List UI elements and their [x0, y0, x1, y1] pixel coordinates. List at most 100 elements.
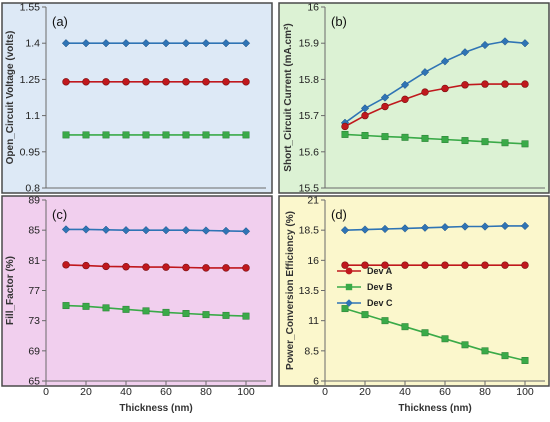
data-point [341, 305, 349, 313]
x-tick-label: 80 [200, 386, 212, 398]
legend-marker [345, 267, 353, 275]
series-line [66, 228, 247, 233]
data-point [121, 226, 131, 235]
y-tick-label: 15.9 [299, 38, 320, 50]
data-point [461, 137, 469, 145]
data-point [401, 261, 409, 269]
series-line [65, 304, 247, 317]
data-point [122, 78, 130, 86]
data-point [401, 323, 409, 331]
data-point [181, 39, 191, 48]
y-tick-label: 81 [28, 255, 40, 267]
data-point [380, 224, 390, 234]
data-point [381, 102, 389, 111]
data-point [440, 57, 450, 66]
data-point [62, 131, 70, 139]
data-point [421, 88, 429, 96]
data-point [441, 261, 449, 269]
data-point [361, 261, 369, 269]
data-point [501, 80, 509, 88]
data-point [61, 39, 71, 48]
data-point [201, 39, 211, 48]
data-point [400, 80, 410, 89]
y-tick-label: 65 [28, 376, 40, 388]
y-tick-label: 1.1 [25, 110, 40, 122]
x-axis-label: Thickness (nm) [119, 403, 192, 414]
panel-a: 0.8 0.95 1.1 1.25 1.4 1.55 Open_Circuit Voltag… [1, 2, 273, 195]
data-point [521, 261, 529, 269]
data-point [182, 310, 190, 317]
data-point [82, 131, 90, 139]
data-point [202, 78, 210, 86]
data-point [341, 122, 349, 131]
panel-b: 15.5 15.6 15.7 15.8 15.9 16 Short_Circuit Curr… [278, 2, 550, 195]
data-point [381, 133, 389, 141]
data-point [202, 131, 210, 139]
data-point [182, 78, 190, 86]
data-point [222, 311, 230, 319]
y-tick-label: 15.6 [299, 146, 320, 158]
data-point [202, 264, 210, 272]
y-tick-label: 0.8 [25, 183, 40, 195]
data-point [102, 131, 110, 139]
data-point [141, 226, 151, 235]
y-tick-label: 1.25 [20, 74, 41, 86]
data-point [441, 84, 449, 93]
data-point [500, 37, 510, 46]
data-point [341, 261, 349, 269]
data-point [162, 308, 170, 316]
data-point [101, 225, 111, 234]
panel-label: (c) [52, 207, 67, 222]
data-point [440, 222, 450, 232]
data-point [421, 329, 429, 337]
panel-d: 6 8.5 11 13.5 16 18.5 21 0 20 40 60 80 100 Power_Conv… [278, 195, 550, 414]
data-point [222, 264, 230, 272]
data-point [521, 80, 529, 88]
y-tick-label: 15.8 [299, 74, 320, 86]
data-point [500, 221, 510, 231]
series-line [344, 225, 525, 231]
data-point [420, 68, 430, 77]
y-tick-label: 13.5 [299, 285, 320, 297]
data-point [401, 133, 409, 141]
data-point [461, 81, 469, 89]
data-point [421, 261, 429, 269]
data-point [420, 223, 430, 232]
data-point [242, 131, 250, 139]
y-axis-label: Fill_Factor (%) [5, 256, 16, 325]
x-tick-label: 40 [120, 386, 132, 398]
data-point [340, 226, 350, 235]
data-point [82, 261, 90, 270]
data-point [520, 221, 530, 231]
data-point [480, 40, 490, 50]
data-point [62, 302, 70, 310]
data-point [221, 226, 231, 236]
x-tick-label: 100 [516, 386, 534, 398]
data-point [222, 78, 230, 86]
data-point [162, 263, 170, 271]
x-tick-label: 60 [439, 386, 451, 398]
y-axis-label: Power_Conversion Efficiency (%) [285, 211, 296, 370]
data-point [182, 263, 190, 272]
data-point [441, 335, 449, 343]
legend-entry-label: Dev C [367, 298, 393, 308]
y-tick-label: 18.5 [299, 225, 320, 237]
x-tick-label: 40 [399, 386, 411, 398]
data-point [201, 226, 211, 235]
data-point [122, 263, 130, 271]
y-tick-label: 16 [307, 2, 319, 14]
data-point [241, 227, 251, 236]
data-point [202, 311, 210, 319]
y-tick-label: 73 [28, 315, 40, 327]
y-axis-label: Short_Circuit Current (mA.cm²) [283, 23, 294, 171]
data-point [501, 261, 509, 269]
data-point [520, 39, 530, 48]
data-point [501, 352, 509, 360]
x-tick-label: 0 [322, 386, 328, 398]
data-point [460, 222, 470, 231]
y-tick-label: 77 [28, 285, 40, 297]
y-axis-label: Open_Circuit Voltage (volts) [5, 31, 16, 165]
y-tick-label: 85 [28, 225, 40, 237]
series-line [344, 83, 525, 128]
data-point [421, 134, 429, 142]
